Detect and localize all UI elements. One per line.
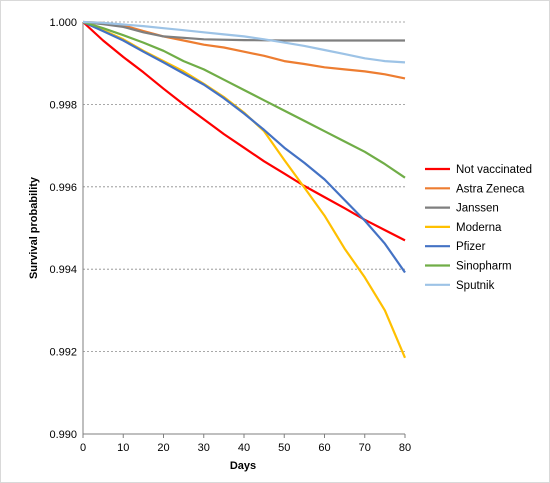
legend-label-astra-zeneca: Astra Zeneca (456, 183, 525, 195)
legend-label-pfizer: Pfizer (456, 241, 486, 253)
y-tick-label: 0.998 (49, 99, 77, 111)
x-tick-label: 20 (157, 442, 169, 454)
series-line-sinopharm (82, 20, 406, 179)
x-tick-label: 50 (278, 442, 290, 454)
x-tick-label: 60 (318, 442, 330, 454)
x-tick-label: 80 (399, 442, 411, 454)
legend-label-sputnik: Sputnik (456, 280, 495, 292)
legend-label-not-vaccinated: Not vaccinated (456, 164, 532, 176)
series-line-sputnik (82, 20, 406, 64)
gridlines (83, 21, 405, 353)
y-tick-label: 0.994 (49, 264, 77, 276)
x-axis-title: Days (230, 460, 256, 472)
x-tick-label: 10 (117, 442, 129, 454)
series-line-moderna (82, 20, 407, 359)
y-tick-label: 1.000 (49, 17, 77, 29)
x-tick-label: 70 (359, 442, 371, 454)
legend-label-janssen: Janssen (456, 203, 499, 215)
y-tick-label: 0.990 (49, 429, 77, 441)
series-line-pfizer (82, 20, 406, 274)
y-tick-label: 0.992 (49, 347, 77, 359)
legend: Not vaccinated Astra Zeneca Janssen Moderna… (425, 164, 532, 292)
x-tick-label: 30 (198, 442, 210, 454)
series-line-not-vaccinated (82, 21, 406, 242)
series-line-janssen (82, 20, 405, 42)
y-tick-label: 0.996 (49, 182, 77, 194)
x-tick-labels: 0 10 20 30 40 50 60 70 80 (80, 442, 411, 454)
legend-label-sinopharm: Sinopharm (456, 261, 512, 273)
y-tick-labels: 0.990 0.992 0.994 0.996 0.998 1.000 (49, 17, 77, 441)
series-lines (82, 20, 407, 359)
y-axis-title: Survival probability (28, 176, 40, 279)
x-tick-label: 40 (238, 442, 250, 454)
axes (82, 22, 406, 438)
x-tick-label: 0 (80, 442, 86, 454)
series-line-astra-zeneca (82, 20, 406, 80)
legend-label-moderna: Moderna (456, 222, 502, 234)
